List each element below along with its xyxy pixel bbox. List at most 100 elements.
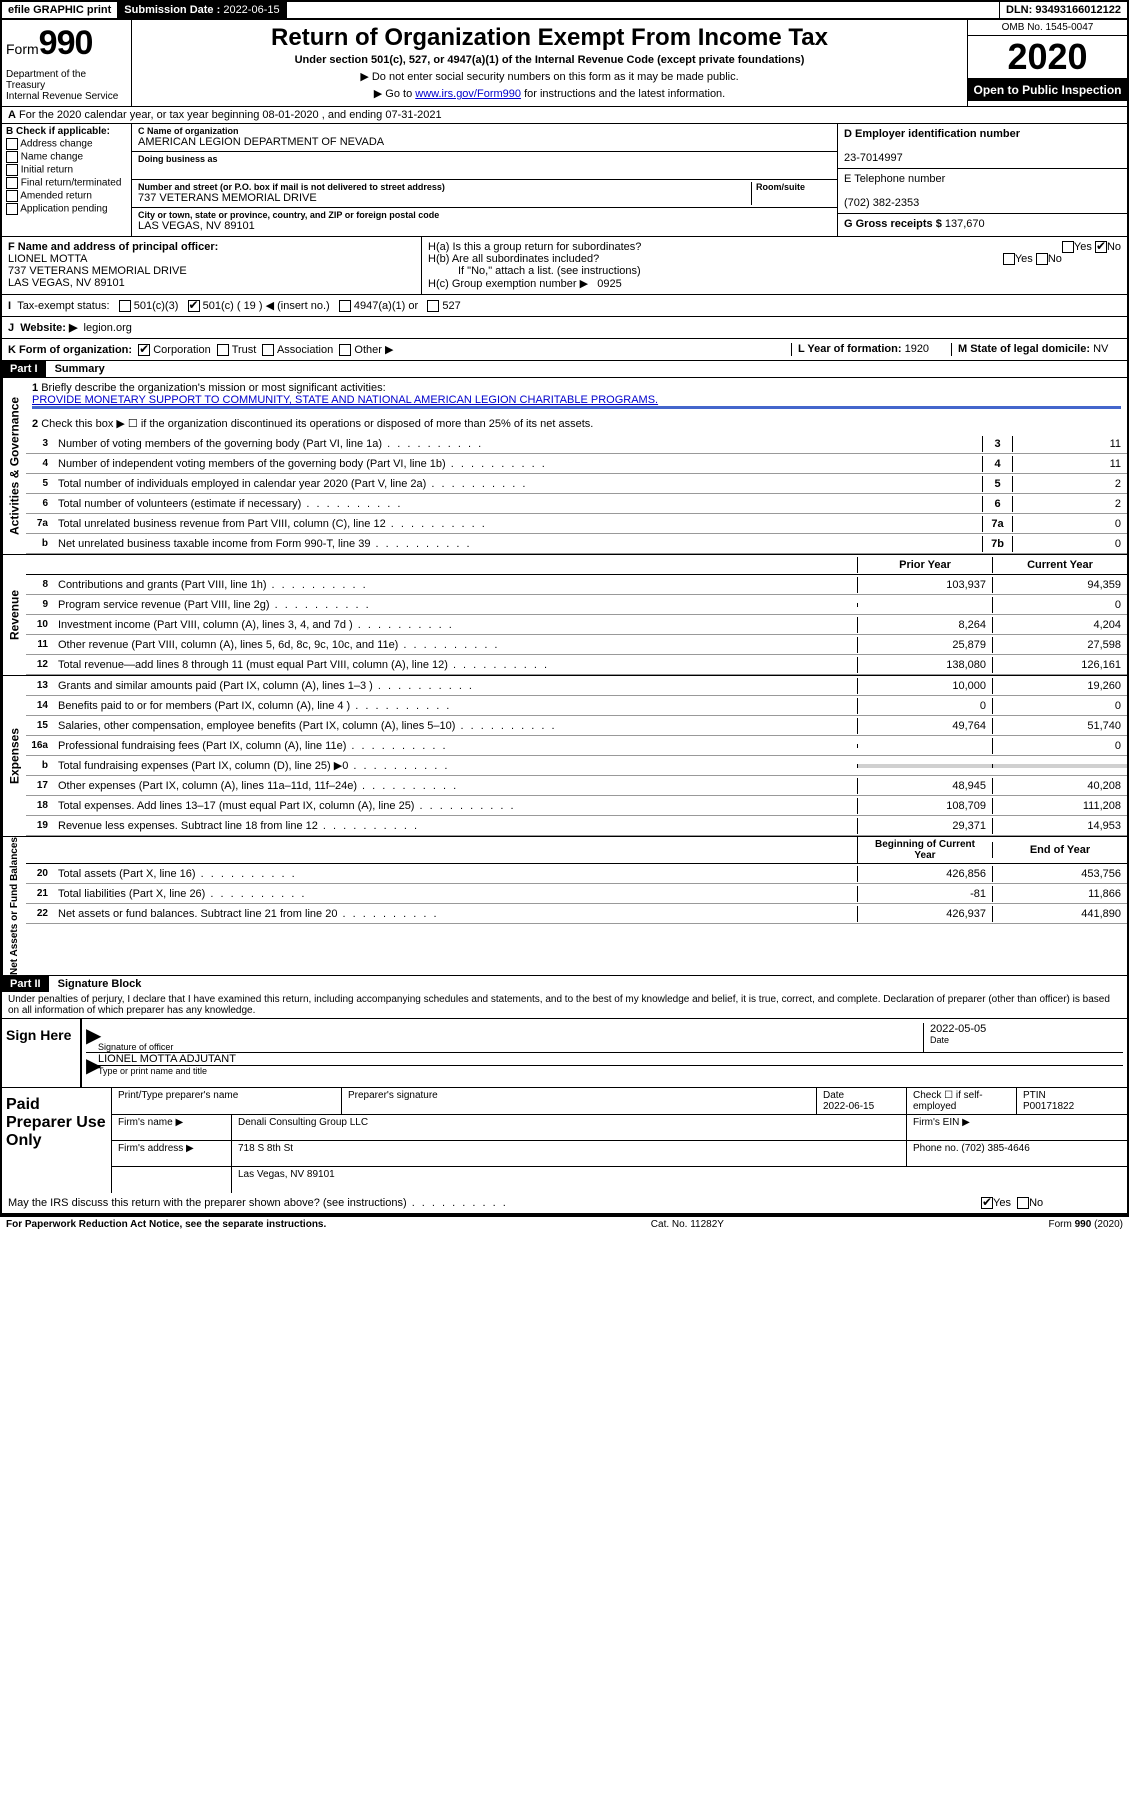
chk-501c3[interactable] [119, 300, 131, 312]
irs-link[interactable]: www.irs.gov/Form990 [415, 88, 521, 100]
row-m: M State of legal domicile: NV [951, 343, 1121, 356]
chk-527[interactable] [427, 300, 439, 312]
col-f: F Name and address of principal officer:… [2, 237, 422, 294]
row-k: K Form of organization: Corporation Trus… [8, 343, 791, 356]
row-klm: K Form of organization: Corporation Trus… [2, 339, 1127, 361]
prep-selfemp: Check ☐ if self-employed [907, 1088, 1017, 1114]
preparer-section: Paid Preparer Use Only Print/Type prepar… [2, 1087, 1127, 1193]
chk-other[interactable] [339, 344, 351, 356]
part1-badge: Part I [2, 361, 46, 377]
chk-application-pending[interactable]: Application pending [6, 203, 127, 215]
city-cell: City or town, state or province, country… [132, 208, 837, 236]
prep-date-label: Date [823, 1090, 844, 1101]
footer-left: For Paperwork Reduction Act Notice, see … [6, 1219, 326, 1230]
form-title: Return of Organization Exempt From Incom… [140, 24, 959, 52]
col-b-label: B Check if applicable: [6, 126, 110, 137]
address-label: Number and street (or P.O. box if mail i… [138, 182, 751, 192]
exp-line-14: 14Benefits paid to or for members (Part … [26, 696, 1127, 716]
chk-address-change[interactable]: Address change [6, 138, 127, 150]
signer-name: LIONEL MOTTA ADJUTANT [98, 1053, 1123, 1065]
section-bcde: B Check if applicable: Address change Na… [2, 124, 1127, 237]
net-line-21: 21Total liabilities (Part X, line 26)-81… [26, 884, 1127, 904]
hc-note: If "No," attach a list. (see instruction… [428, 265, 1121, 277]
part2-header-row: Part II Signature Block [2, 975, 1127, 992]
firm-phone-value: (702) 385-4646 [961, 1143, 1029, 1154]
header-left: Form990 Department of the Treasury Inter… [2, 20, 132, 106]
omb-number: OMB No. 1545-0047 [968, 20, 1127, 36]
ein-label: D Employer identification number [844, 128, 1020, 140]
chk-amended-return[interactable]: Amended return [6, 190, 127, 202]
hb-yes-chk[interactable] [1003, 253, 1015, 265]
net-line-22: 22Net assets or fund balances. Subtract … [26, 904, 1127, 924]
discuss-no-chk[interactable] [1017, 1197, 1029, 1209]
discuss-yes-chk[interactable] [981, 1197, 993, 1209]
dln-cell: DLN: 93493166012122 [999, 2, 1127, 18]
gross-label: G Gross receipts $ [844, 218, 942, 230]
netassets-header: Beginning of Current Year End of Year [26, 837, 1127, 864]
firm-name-value: Denali Consulting Group LLC [232, 1115, 907, 1140]
row-i: I Tax-exempt status: 501(c)(3) 501(c) ( … [2, 295, 1127, 317]
sign-date-label: Date [930, 1035, 1123, 1045]
exp-line-15: 15Salaries, other compensation, employee… [26, 716, 1127, 736]
line1-value: PROVIDE MONETARY SUPPORT TO COMMUNITY, S… [32, 394, 658, 406]
form-subtitle: Under section 501(c), 527, or 4947(a)(1)… [140, 54, 959, 66]
ha-no-chk[interactable] [1095, 241, 1107, 253]
form-header: Form990 Department of the Treasury Inter… [2, 20, 1127, 107]
revenue-header: Prior Year Current Year [26, 555, 1127, 575]
col-c: C Name of organization AMERICAN LEGION D… [132, 124, 837, 236]
form-org-label: K Form of organization: [8, 344, 132, 356]
sig-row2: ▶ LIONEL MOTTA ADJUTANT Type or print na… [86, 1053, 1123, 1083]
gross-cell: G Gross receipts $ 137,670 [838, 214, 1127, 234]
form-num: 990 [39, 24, 93, 62]
footer-right: Form 990 (2020) [1049, 1219, 1123, 1230]
chk-initial-return[interactable]: Initial return [6, 164, 127, 176]
chk-corp[interactable] [138, 344, 150, 356]
line2-text: Check this box ▶ ☐ if the organization d… [41, 418, 593, 430]
ptin-value: P00171822 [1023, 1101, 1074, 1112]
ha-yes-chk[interactable] [1062, 241, 1074, 253]
phone-cell: E Telephone number (702) 382-2353 [838, 169, 1127, 214]
chk-assoc[interactable] [262, 344, 274, 356]
chk-501c[interactable] [188, 300, 200, 312]
dba-cell: Doing business as [132, 152, 837, 180]
form-number: Form990 [6, 24, 127, 63]
ha-label: H(a) Is this a group return for subordin… [428, 241, 641, 253]
row-l: L Year of formation: 1920 [791, 343, 951, 356]
exp-line-19: 19Revenue less expenses. Subtract line 1… [26, 816, 1127, 836]
gov-line-4: 4Number of independent voting members of… [26, 454, 1127, 474]
form-note2: ▶ Go to www.irs.gov/Form990 for instruct… [140, 87, 959, 100]
header-right: OMB No. 1545-0047 2020 Open to Public In… [967, 20, 1127, 106]
firm-addr-label: Firm's address ▶ [112, 1141, 232, 1166]
address-value: 737 VETERANS MEMORIAL DRIVE [138, 192, 751, 204]
chk-final-return[interactable]: Final return/terminated [6, 177, 127, 189]
netassets-content: Beginning of Current Year End of Year 20… [26, 837, 1127, 975]
org-name-value: AMERICAN LEGION DEPARTMENT OF NEVADA [138, 136, 831, 148]
hb-row: H(b) Are all subordinates included? Yes … [428, 253, 1121, 265]
prep-date-value: 2022-06-15 [823, 1101, 874, 1112]
line1: 1 Briefly describe the organization's mi… [26, 378, 1127, 413]
firm-city-value: Las Vegas, NV 89101 [232, 1167, 1127, 1193]
part2-badge: Part II [2, 976, 49, 992]
form-note1: ▶ Do not enter social security numbers o… [140, 70, 959, 83]
hc-row: H(c) Group exemption number ▶ 0925 [428, 277, 1121, 290]
org-name-label: C Name of organization [138, 126, 831, 136]
chk-trust[interactable] [217, 344, 229, 356]
chk-4947[interactable] [339, 300, 351, 312]
firm-phone-label: Phone no. [913, 1143, 959, 1154]
domicile-value: NV [1093, 343, 1108, 355]
signature-label: Signature of officer [98, 1042, 923, 1052]
sidebar-revenue: Revenue [2, 555, 26, 675]
hb-no-chk[interactable] [1036, 253, 1048, 265]
sidebar-governance: Activities & Governance [2, 378, 26, 554]
sign-here-label: Sign Here [2, 1019, 82, 1087]
gross-value: 137,670 [945, 218, 985, 230]
prep-row1: Print/Type preparer's name Preparer's si… [112, 1088, 1127, 1115]
department-label: Department of the Treasury Internal Reve… [6, 63, 127, 102]
prep-row2: Firm's name ▶ Denali Consulting Group LL… [112, 1115, 1127, 1141]
dln-value: 93493166012122 [1035, 4, 1121, 16]
form-container: efile GRAPHIC print Submission Date : 20… [0, 0, 1129, 1216]
officer-name: LIONEL MOTTA [8, 253, 87, 265]
chk-name-change[interactable]: Name change [6, 151, 127, 163]
ptin-label: PTIN [1023, 1090, 1046, 1101]
net-line-20: 20Total assets (Part X, line 16)426,8564… [26, 864, 1127, 884]
